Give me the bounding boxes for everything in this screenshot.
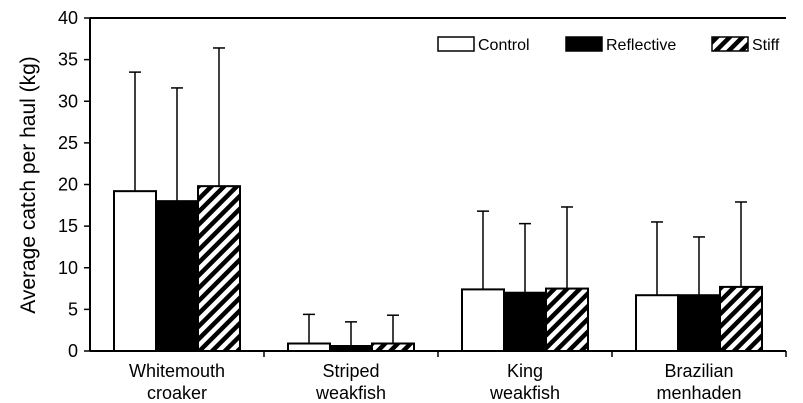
category-label-line: menhaden [656, 383, 741, 403]
bar-control [461, 288, 505, 352]
y-tick-label: 0 [68, 341, 78, 361]
bar-stiff [371, 342, 415, 353]
category-label: Brazilian menhaden [656, 361, 741, 403]
legend: Control Reflective Stiff [437, 36, 780, 54]
bar-reflective [503, 291, 547, 353]
legend-swatch-control [437, 36, 475, 52]
y-tick-label: 20 [58, 175, 78, 195]
category-label: Striped weakfish [315, 361, 386, 403]
bar-stiff [197, 185, 241, 352]
y-tick-label: 30 [58, 91, 78, 111]
legend-swatch-stiff [711, 36, 749, 52]
bar-reflective [329, 345, 373, 353]
y-tick-label: 5 [68, 299, 78, 319]
y-tick-label: 10 [58, 258, 78, 278]
category-label-line: Brazilian [664, 361, 733, 381]
legend-swatch-reflective [565, 36, 603, 52]
bar-reflective [155, 200, 199, 352]
legend-label-reflective: Reflective [606, 37, 676, 54]
bar-control [635, 294, 679, 353]
category-label-line: weakfish [315, 383, 386, 403]
bar-control [287, 342, 331, 353]
category-label: King weakfish [489, 361, 560, 403]
plot-area: 0 5 10 15 20 25 30 35 40 Whitemouth croaker Striped… [58, 8, 787, 403]
bar-stiff [719, 285, 763, 352]
category-label-line: weakfish [489, 383, 560, 403]
category-label-line: Whitemouth [129, 361, 225, 381]
legend-label-control: Control [478, 37, 530, 54]
bar-reflective [677, 294, 721, 353]
category-label-line: croaker [147, 383, 207, 403]
y-tick-label: 15 [58, 216, 78, 236]
bar-control [113, 190, 157, 352]
category-label-line: Striped [322, 361, 379, 381]
y-tick-label: 40 [58, 8, 78, 28]
category-label: Whitemouth croaker [129, 361, 225, 403]
category-label-line: King [507, 361, 543, 381]
legend-label-stiff: Stiff [752, 37, 780, 54]
y-axis-title: Average catch per haul (kg) [17, 56, 40, 314]
y-tick-label: 35 [58, 50, 78, 70]
y-tick-label: 25 [58, 133, 78, 153]
bar-stiff [545, 287, 589, 352]
